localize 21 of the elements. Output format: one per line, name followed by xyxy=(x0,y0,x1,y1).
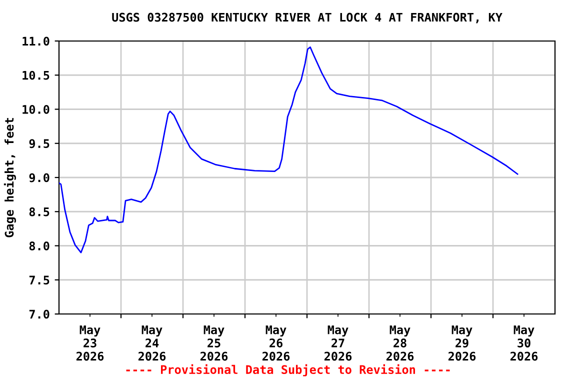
line-series xyxy=(59,46,518,254)
y-tick-label: 10.0 xyxy=(22,104,50,114)
y-tick-label: 9.5 xyxy=(29,139,50,148)
y-tick-label: 11.0 xyxy=(22,36,50,46)
x-tick-label: May 30 2026 xyxy=(510,325,538,361)
x-tick-label: May 28 2026 xyxy=(386,325,414,361)
y-tick-label: 7.0 xyxy=(29,310,50,319)
y-tick-label: 10.5 xyxy=(22,70,50,80)
y-tick-label: 9.0 xyxy=(29,173,50,182)
y-tick-label: 7.5 xyxy=(29,276,50,285)
x-tick-label: May 25 2026 xyxy=(200,325,228,361)
x-tick-label: May 29 2026 xyxy=(448,325,476,361)
y-axis-title: Gage height, feet xyxy=(4,118,16,238)
chart-title: USGS 03287500 KENTUCKY RIVER AT LOCK 4 AT FRANKFORT, KY xyxy=(112,12,502,24)
y-tick-label: 8.5 xyxy=(29,207,50,216)
text: ---- Provisional Data Subject to Revision ---- xyxy=(126,364,450,376)
y-tick-label: 8.0 xyxy=(29,241,50,250)
x-tick-label: May 27 2026 xyxy=(324,325,352,361)
x-tick-label: May 23 2026 xyxy=(76,325,104,361)
x-tick-label: May 24 2026 xyxy=(138,325,166,361)
x-tick-label: May 26 2026 xyxy=(262,325,290,361)
